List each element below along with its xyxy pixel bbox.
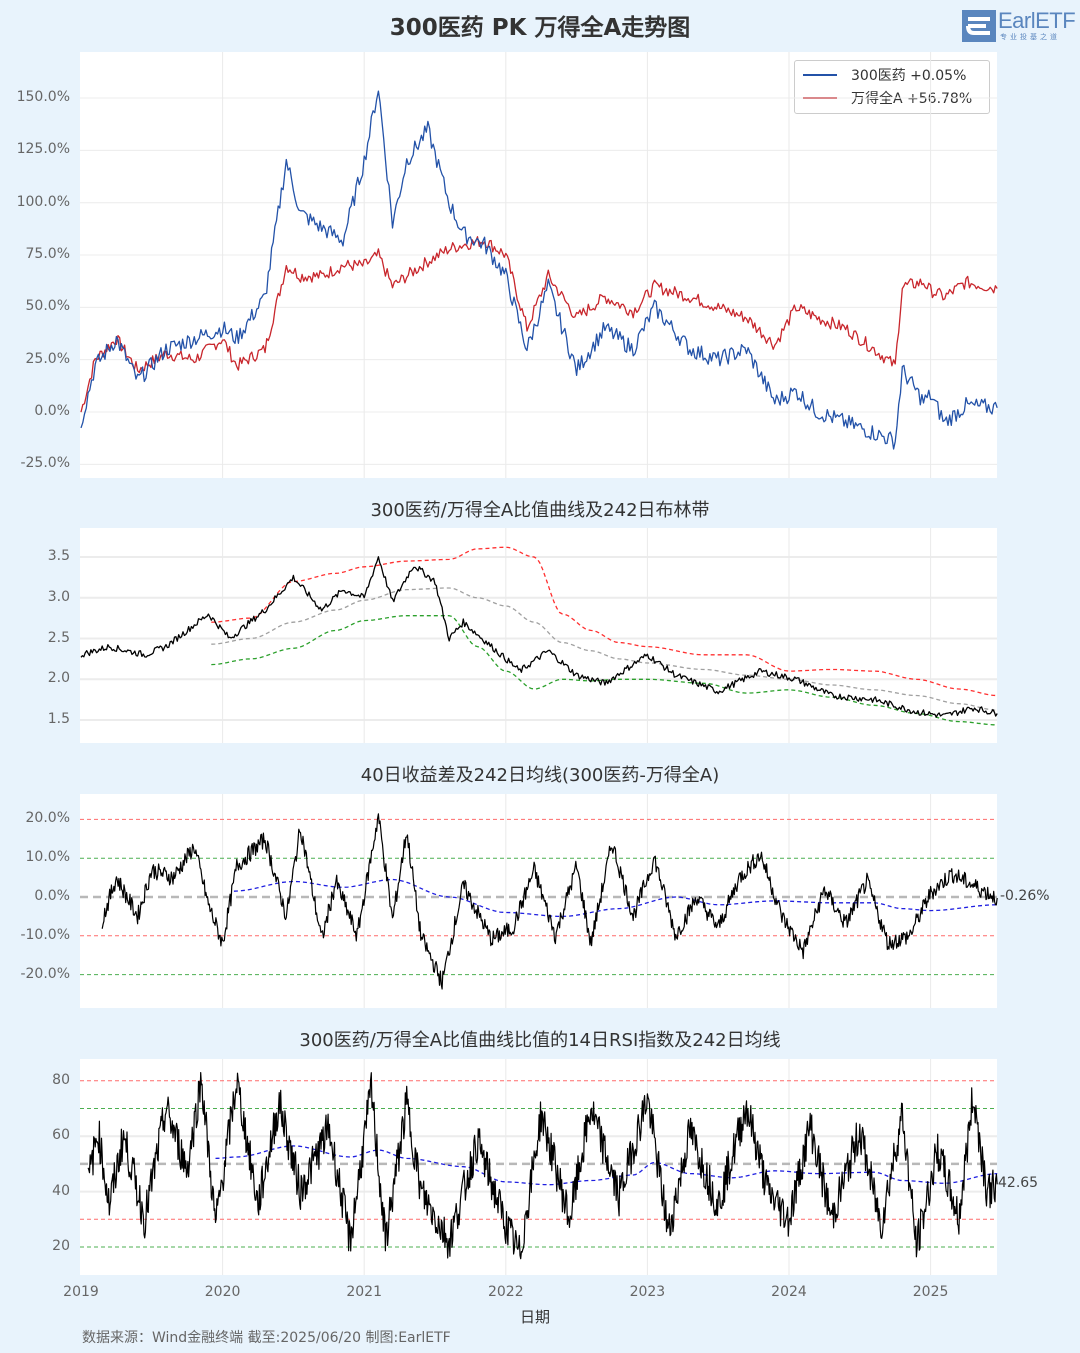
return-diff-chart-title: 40日收益差及242日均线(300医药-万得全A) [360,765,720,786]
price-ytick: 125.0% [16,141,70,158]
ratio-ytick: 2.0 [47,670,70,687]
rsi-ytick: 20 [52,1238,70,1254]
x-axis-label: 日期 [520,1308,551,1326]
return-diff-end-label: -0.26% [1000,888,1050,904]
rsi-chart-title: 300医药/万得全A比值曲线比值的14日RSI指数及242日均线 [299,1030,781,1051]
return-diff-ytick: 0.0% [34,888,70,904]
return-diff-ytick: 10.0% [25,849,70,866]
rsi-end-label: 42.65 [998,1175,1039,1191]
x-tick-2023: 2023 [629,1284,666,1300]
legend-line-blue-icon [803,74,837,76]
legend-label-wande: 万得全A +56.78% [851,91,973,107]
rsi-ytick: 60 [52,1127,70,1144]
return-diff-ytick: -10.0% [20,926,70,943]
x-tick-2021: 2021 [346,1284,382,1300]
price-ytick: -25.0% [20,455,70,472]
ratio-chart-plot [80,528,997,743]
price-ytick: 25.0% [25,350,70,367]
price-ytick: 75.0% [25,246,70,263]
price-ytick: 0.0% [34,403,70,419]
price-ytick: 150.0% [16,89,70,106]
x-tick-2024: 2024 [771,1284,807,1300]
rsi-ytick: 40 [52,1182,70,1199]
price-ytick: 100.0% [16,193,70,210]
price-chart-plot [80,52,997,478]
main-title: 300医药 PK 万得全A走势图 [389,15,691,41]
x-tick-2020: 2020 [204,1284,241,1300]
ratio-chart-title: 300医药/万得全A比值曲线及242日布林带 [370,500,710,521]
ratio-ytick: 3.0 [47,588,70,605]
logo-text: EarlETF [998,8,1076,33]
logo-mark-icon [962,10,996,42]
return-diff-chart-plot [80,794,997,1008]
logo-subtitle: 专业投基之道 [1000,33,1060,41]
ratio-ytick: 2.5 [47,629,70,646]
ratio-ytick: 1.5 [47,711,70,727]
legend-label-300yiyao: 300医药 +0.05% [851,68,967,84]
x-tick-2022: 2022 [487,1284,524,1300]
x-tick-2025: 2025 [912,1284,949,1300]
earletf-logo: EarlETF 专业投基之道 [962,8,1076,44]
return-diff-ytick: 20.0% [25,810,70,827]
price-ytick: 50.0% [25,298,70,315]
ratio-ytick: 3.5 [47,548,70,564]
x-tick-2019: 2019 [63,1284,99,1300]
legend-item-300yiyao: 300医药 +0.05% [803,65,966,85]
rsi-ytick: 80 [52,1071,70,1088]
data-source-footer: 数据来源：Wind金融终端 截至:2025/06/20 制图:EarlETF [82,1330,451,1346]
return-diff-ytick: -20.0% [20,965,70,982]
